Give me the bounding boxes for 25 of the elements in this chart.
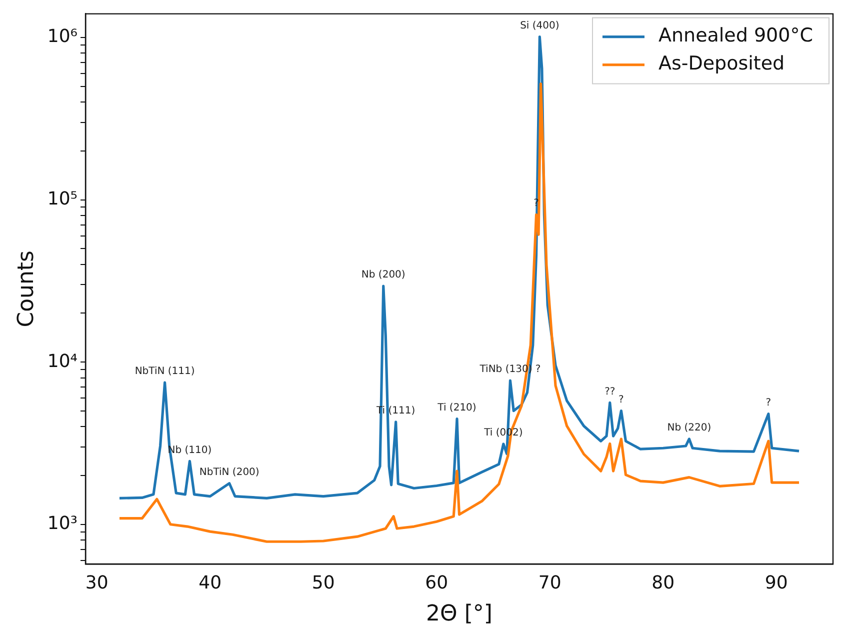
x-axis-title: 2Θ [°]: [426, 602, 492, 627]
annotation: ?: [766, 397, 772, 408]
annotation: NbTiN (200): [199, 466, 260, 478]
y-tick-label: 10⁶: [47, 26, 78, 48]
annotation: NbTiN (111): [134, 366, 195, 378]
y-tick-label: 10³: [47, 513, 78, 534]
x-tick-label: 40: [198, 572, 222, 594]
x-tick-label: 90: [764, 572, 788, 594]
y-axis-title: Counts: [14, 250, 39, 328]
x-tick-label: 80: [652, 572, 675, 594]
annotation: ?: [534, 198, 539, 210]
x-tick-label: 50: [312, 572, 335, 594]
annotation: ?: [618, 394, 624, 406]
legend-label: As-Deposited: [658, 52, 785, 75]
x-tick-label: 60: [425, 572, 448, 594]
y-tick-label: 10⁵: [47, 188, 78, 210]
x-tick-label: 30: [85, 572, 108, 594]
x-tick-label: 70: [538, 572, 562, 594]
annotation: Nb (220): [667, 422, 712, 434]
y-tick-label: 10⁴: [47, 350, 78, 372]
annotation: ??: [604, 386, 616, 398]
annotation: Si (400): [520, 20, 560, 32]
legend-label: Annealed 900°C: [658, 24, 813, 47]
annotation: Ti (210): [436, 402, 476, 414]
annotation: Nb (200): [361, 270, 406, 281]
